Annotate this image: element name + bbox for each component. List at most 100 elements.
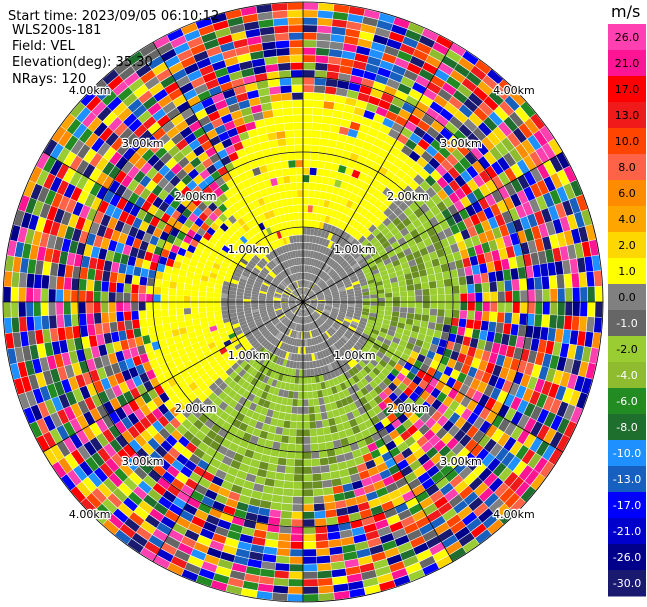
range-gate	[452, 251, 462, 261]
ray	[303, 302, 453, 569]
range-gate	[313, 286, 320, 292]
ray	[303, 224, 596, 302]
range-gate	[289, 297, 296, 301]
range-gate	[303, 346, 306, 354]
range-gate	[337, 188, 346, 197]
range-gate	[317, 367, 323, 375]
range-gate	[155, 324, 164, 334]
range-gate	[375, 351, 385, 359]
range-gate	[336, 358, 344, 367]
range-gate	[273, 249, 280, 257]
range-gate	[519, 313, 528, 326]
range-gate	[183, 503, 198, 516]
range-gate	[369, 332, 378, 340]
range-gate	[89, 407, 102, 422]
range-gate	[214, 283, 223, 290]
range-gate	[498, 344, 508, 356]
range-gate	[18, 195, 30, 212]
range-gate	[152, 108, 166, 122]
range-gate	[408, 336, 417, 345]
range-gate	[262, 330, 270, 337]
range-gate	[149, 82, 164, 96]
range-gate	[467, 293, 475, 302]
range-gate	[228, 302, 236, 306]
range-gate	[420, 363, 430, 373]
range-gate	[310, 300, 318, 302]
range-gate	[375, 280, 384, 287]
range-gate	[189, 472, 202, 484]
range-gate	[323, 264, 329, 272]
range-gate	[310, 303, 318, 305]
range-gate	[444, 121, 458, 135]
range-gate	[160, 48, 177, 62]
range-gate	[526, 277, 535, 290]
range-gate	[389, 71, 404, 83]
range-gate	[312, 122, 322, 131]
range-gate	[416, 353, 426, 363]
range-gate	[417, 138, 430, 151]
range-gate	[108, 352, 118, 365]
range-gate	[303, 376, 308, 384]
range-gate	[147, 154, 160, 167]
range-gate	[374, 257, 383, 265]
range-gate	[291, 77, 303, 85]
range-gate	[177, 490, 191, 503]
range-gate	[309, 304, 317, 308]
range-gate	[32, 358, 43, 374]
range-gate	[368, 498, 381, 509]
range-gate	[277, 540, 291, 549]
range-gate	[56, 276, 65, 290]
range-gate	[331, 26, 346, 36]
range-gate	[413, 277, 421, 285]
range-gate	[193, 465, 206, 477]
range-gate	[343, 344, 351, 352]
range-gate	[216, 368, 225, 377]
ray	[91, 79, 303, 302]
range-gate	[378, 236, 388, 245]
range-gate	[320, 214, 326, 223]
range-gate	[408, 150, 421, 162]
range-gate	[485, 397, 497, 411]
range-gate	[68, 240, 79, 254]
range-gate	[145, 179, 158, 192]
range-gate	[326, 185, 334, 194]
range-gate	[245, 566, 261, 576]
range-gate	[330, 401, 338, 410]
range-gate	[121, 416, 134, 430]
range-gate	[139, 372, 150, 384]
range-gate	[429, 251, 438, 261]
ray	[303, 302, 601, 349]
range-gate	[173, 42, 190, 55]
range-gate	[515, 336, 525, 349]
range-gate	[343, 332, 352, 340]
range-gate	[266, 305, 274, 308]
range-gate	[96, 186, 108, 200]
range-gate	[394, 57, 410, 69]
range-gate	[17, 361, 28, 378]
range-gate	[125, 357, 135, 369]
range-gate	[343, 233, 351, 242]
range-gate	[98, 248, 108, 260]
range-gate	[368, 224, 377, 233]
range-gate	[229, 224, 238, 234]
range-gate	[298, 339, 301, 347]
range-gate	[433, 265, 442, 274]
range-gate	[245, 473, 257, 483]
range-gate	[298, 324, 301, 332]
range-gate	[328, 379, 335, 387]
range-gate	[346, 21, 362, 31]
range-gate	[212, 334, 221, 342]
range-gate	[187, 265, 196, 273]
range-gate	[308, 399, 314, 407]
range-gate	[441, 432, 453, 445]
range-gate	[153, 88, 168, 102]
range-gate	[281, 305, 289, 309]
range-gate	[574, 211, 585, 228]
range-gate	[347, 13, 364, 24]
range-gate	[226, 584, 243, 595]
range-gate	[303, 302, 310, 304]
range-gate	[315, 328, 320, 336]
range-gate	[245, 283, 253, 289]
range-gate	[321, 350, 328, 358]
range-gate	[285, 320, 291, 327]
